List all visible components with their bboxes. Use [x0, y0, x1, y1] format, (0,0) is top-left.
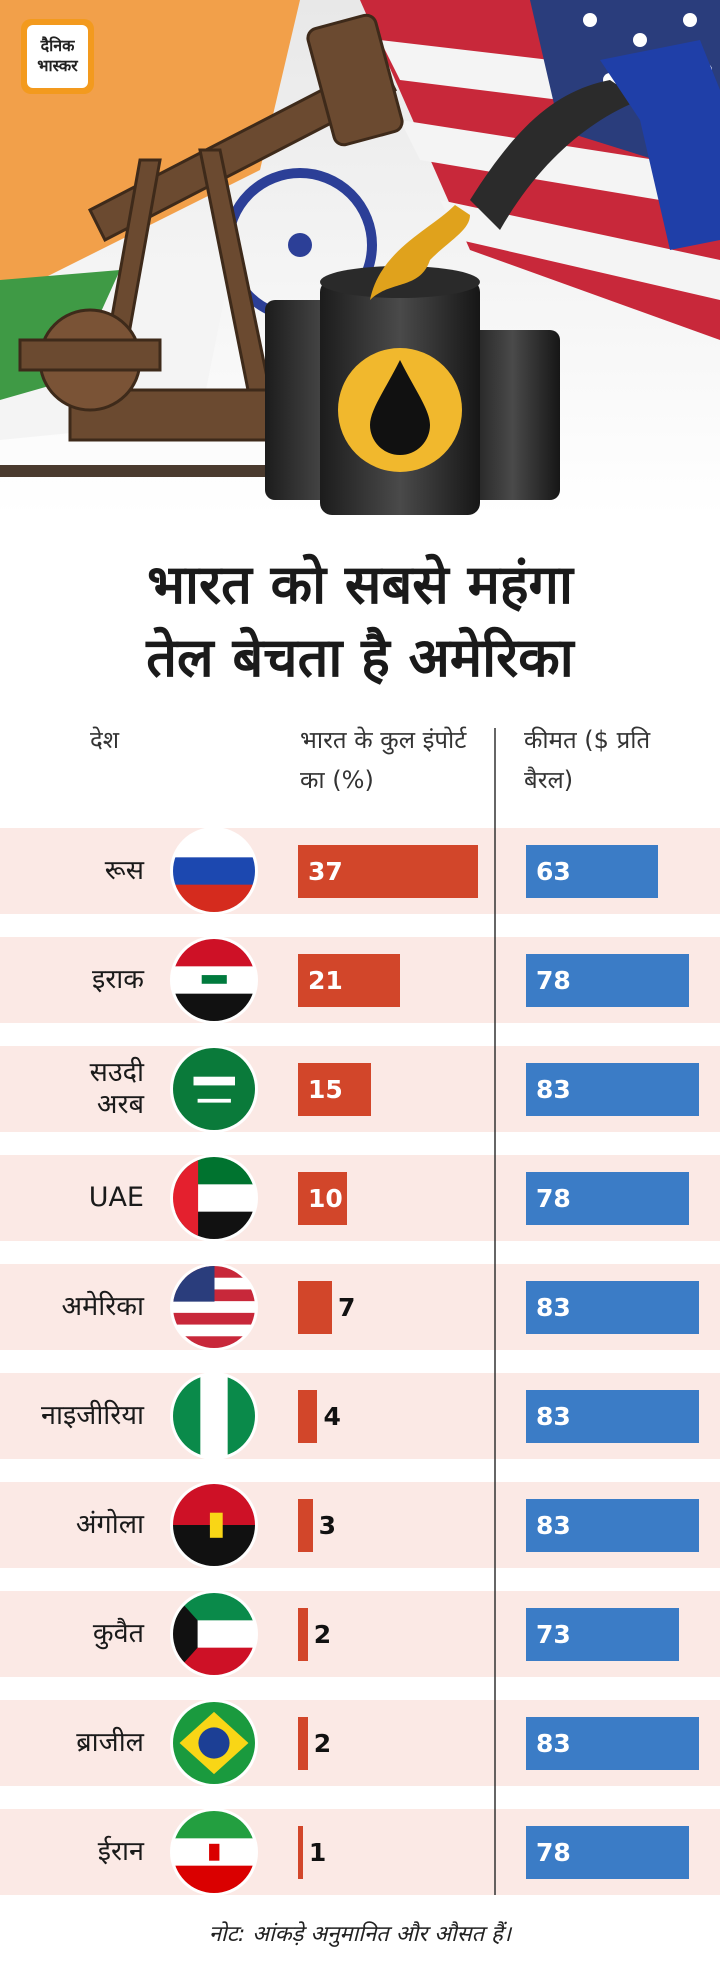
column-header: देश [90, 726, 120, 754]
column-header: कीमत ($ प्रति बैरल) [524, 726, 651, 794]
data-label: 83 [536, 1510, 571, 1540]
bar [526, 1607, 679, 1661]
category-label: नाइजीरिया [41, 1400, 144, 1431]
category-label: ईरान [97, 1836, 144, 1867]
data-label: 21 [308, 965, 343, 995]
chart-title: तेल बेचता है अमेरिका [146, 626, 574, 689]
bar [526, 1825, 690, 1879]
data-label: 83 [536, 1401, 571, 1431]
data-label: 1 [308, 1837, 327, 1867]
flag-part [209, 1512, 223, 1538]
bar [526, 1389, 700, 1443]
bar [298, 1280, 333, 1334]
flag-part [173, 1593, 198, 1675]
flag-part [198, 1727, 230, 1759]
flags [170, 827, 258, 1896]
bar [526, 1171, 690, 1225]
data-label: 78 [536, 1183, 571, 1213]
bar [298, 1498, 313, 1552]
data-label: 7 [338, 1292, 356, 1322]
category-label: ब्राजील [76, 1727, 144, 1758]
data-label: 78 [536, 965, 571, 995]
flag-part [201, 975, 227, 984]
logo: दैनिक भास्कर [27, 36, 88, 76]
data-label: 73 [536, 1619, 571, 1649]
column-header: भारत के कुल इंपोर्ट का (%) [300, 726, 467, 794]
bar [526, 1498, 700, 1552]
bar [526, 844, 658, 898]
category-label: इराक [91, 964, 144, 995]
bar [526, 953, 690, 1007]
data-label: 83 [536, 1728, 571, 1758]
category-label: कुवैत [92, 1618, 144, 1649]
bar [526, 1716, 700, 1770]
flag-part [173, 1324, 255, 1337]
chart-title: भारत को सबसे महंगा [147, 553, 573, 616]
data-label: 15 [308, 1074, 343, 1104]
flag-part [200, 1375, 229, 1457]
data-label: 83 [536, 1074, 571, 1104]
logo-text: भास्कर [37, 56, 78, 75]
hero-image [0, 0, 720, 516]
category-label: सउदी अरब [89, 1057, 144, 1120]
bar [298, 844, 478, 898]
note: नोट: आंकड़े अनुमानित और औसत हैं। [208, 1922, 512, 1947]
logo-text: दैनिक [40, 36, 75, 55]
flag-part [173, 1301, 255, 1314]
bar [526, 1062, 700, 1116]
flag-part [173, 1048, 255, 1130]
data-label: 83 [536, 1292, 571, 1322]
data-label: 63 [536, 856, 571, 886]
flag-part [173, 1336, 255, 1348]
bar [526, 1280, 700, 1334]
bar [298, 1062, 371, 1116]
data-label: 3 [318, 1510, 336, 1540]
data-label: 10 [308, 1183, 343, 1213]
bar [298, 1171, 347, 1225]
data-label: 2 [313, 1619, 332, 1649]
flag [173, 1702, 255, 1784]
bar [298, 1825, 303, 1879]
data-label: 78 [536, 1837, 571, 1867]
data-label: 37 [308, 856, 343, 886]
data-label: 4 [323, 1401, 341, 1431]
flag-part [197, 1098, 231, 1103]
flag-part [173, 857, 255, 886]
category-label: UAE [88, 1182, 144, 1213]
category-label: अमेरिका [61, 1291, 144, 1322]
bar [298, 1716, 308, 1770]
bar [298, 1389, 318, 1443]
bar [298, 1607, 308, 1661]
category-label: अंगोला [75, 1509, 144, 1540]
category-label: रूस [104, 855, 144, 886]
bar [298, 953, 401, 1007]
flag-part [193, 1076, 235, 1086]
data-label: 2 [313, 1728, 332, 1758]
flag [173, 1048, 255, 1130]
flag-part [209, 1843, 220, 1861]
flag-part [173, 1312, 255, 1326]
